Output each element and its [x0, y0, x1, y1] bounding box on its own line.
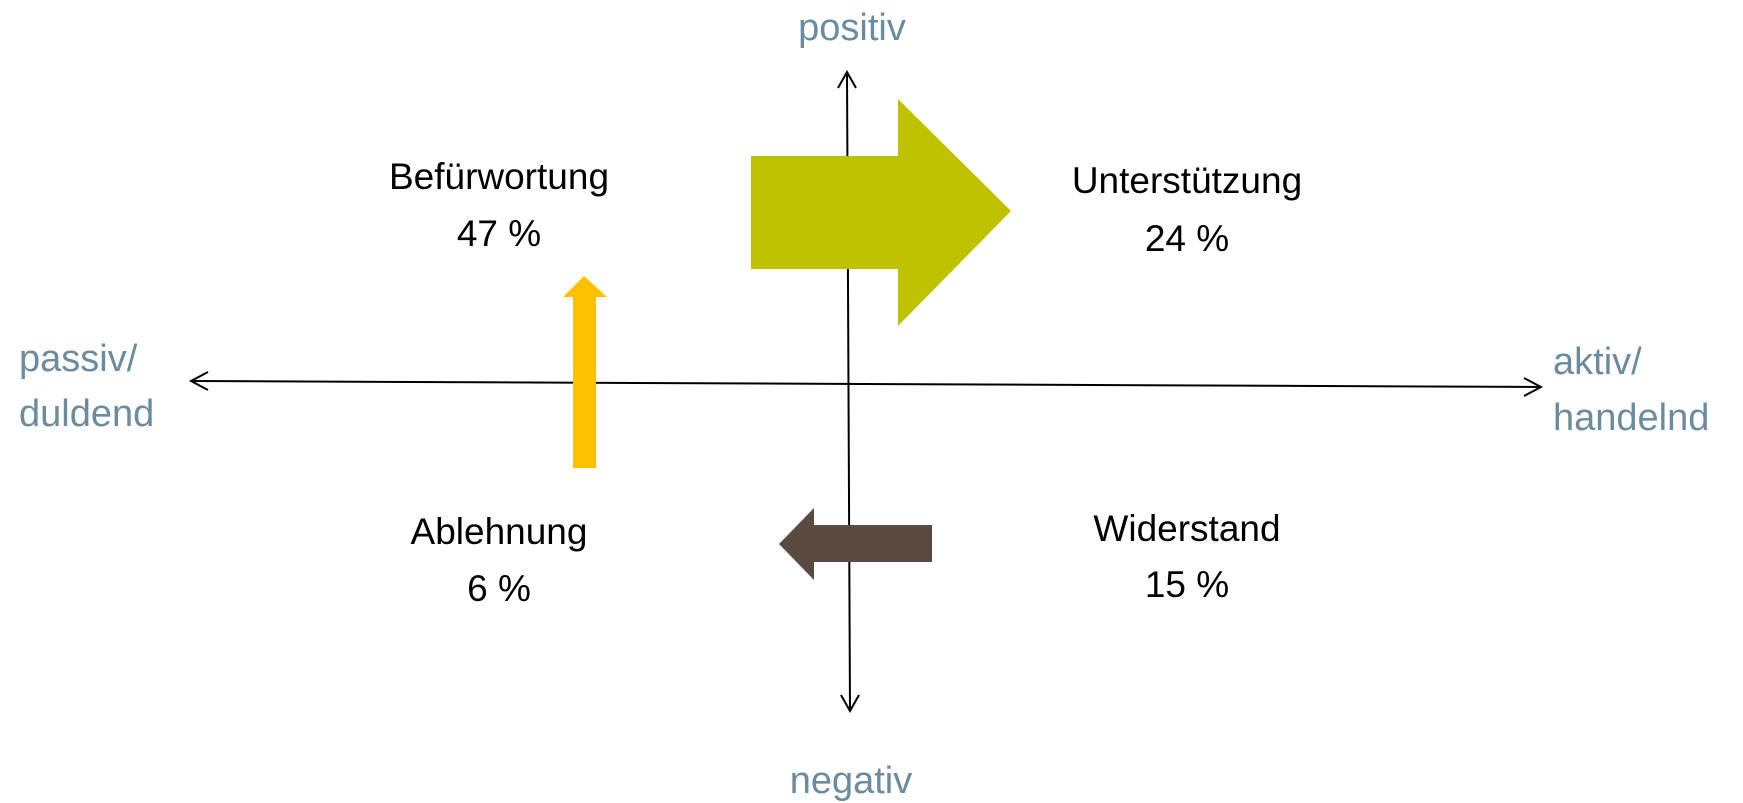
axis-label: handelnd — [1553, 397, 1709, 439]
axis-arrowhead — [837, 69, 857, 89]
orange-arrow — [563, 276, 607, 468]
green-arrow — [751, 99, 1011, 326]
horizontal-axis — [190, 380, 1542, 388]
axis-label: negativ — [790, 760, 913, 802]
axis-label: positiv — [798, 7, 906, 49]
quadrant-label: Unterstützung — [1072, 160, 1302, 201]
quadrant-value: 24 % — [1145, 218, 1229, 259]
quadrant-value: 6 % — [467, 568, 531, 609]
axis-arrowhead — [1523, 377, 1544, 397]
axis-arrowhead — [188, 371, 209, 391]
quadrant-label: Ablehnung — [411, 511, 588, 552]
quadrant-value: 47 % — [457, 213, 541, 254]
brown-arrow — [779, 508, 932, 580]
quadrant-label: Befürwortung — [389, 156, 609, 197]
quadrant-value: 15 % — [1145, 564, 1229, 605]
axis-label: passiv/ — [19, 338, 138, 380]
axis-arrowhead — [840, 694, 860, 714]
quadrant-label: Widerstand — [1093, 508, 1280, 549]
axis-label: aktiv/ — [1553, 341, 1642, 383]
axis-label: duldend — [19, 393, 154, 435]
